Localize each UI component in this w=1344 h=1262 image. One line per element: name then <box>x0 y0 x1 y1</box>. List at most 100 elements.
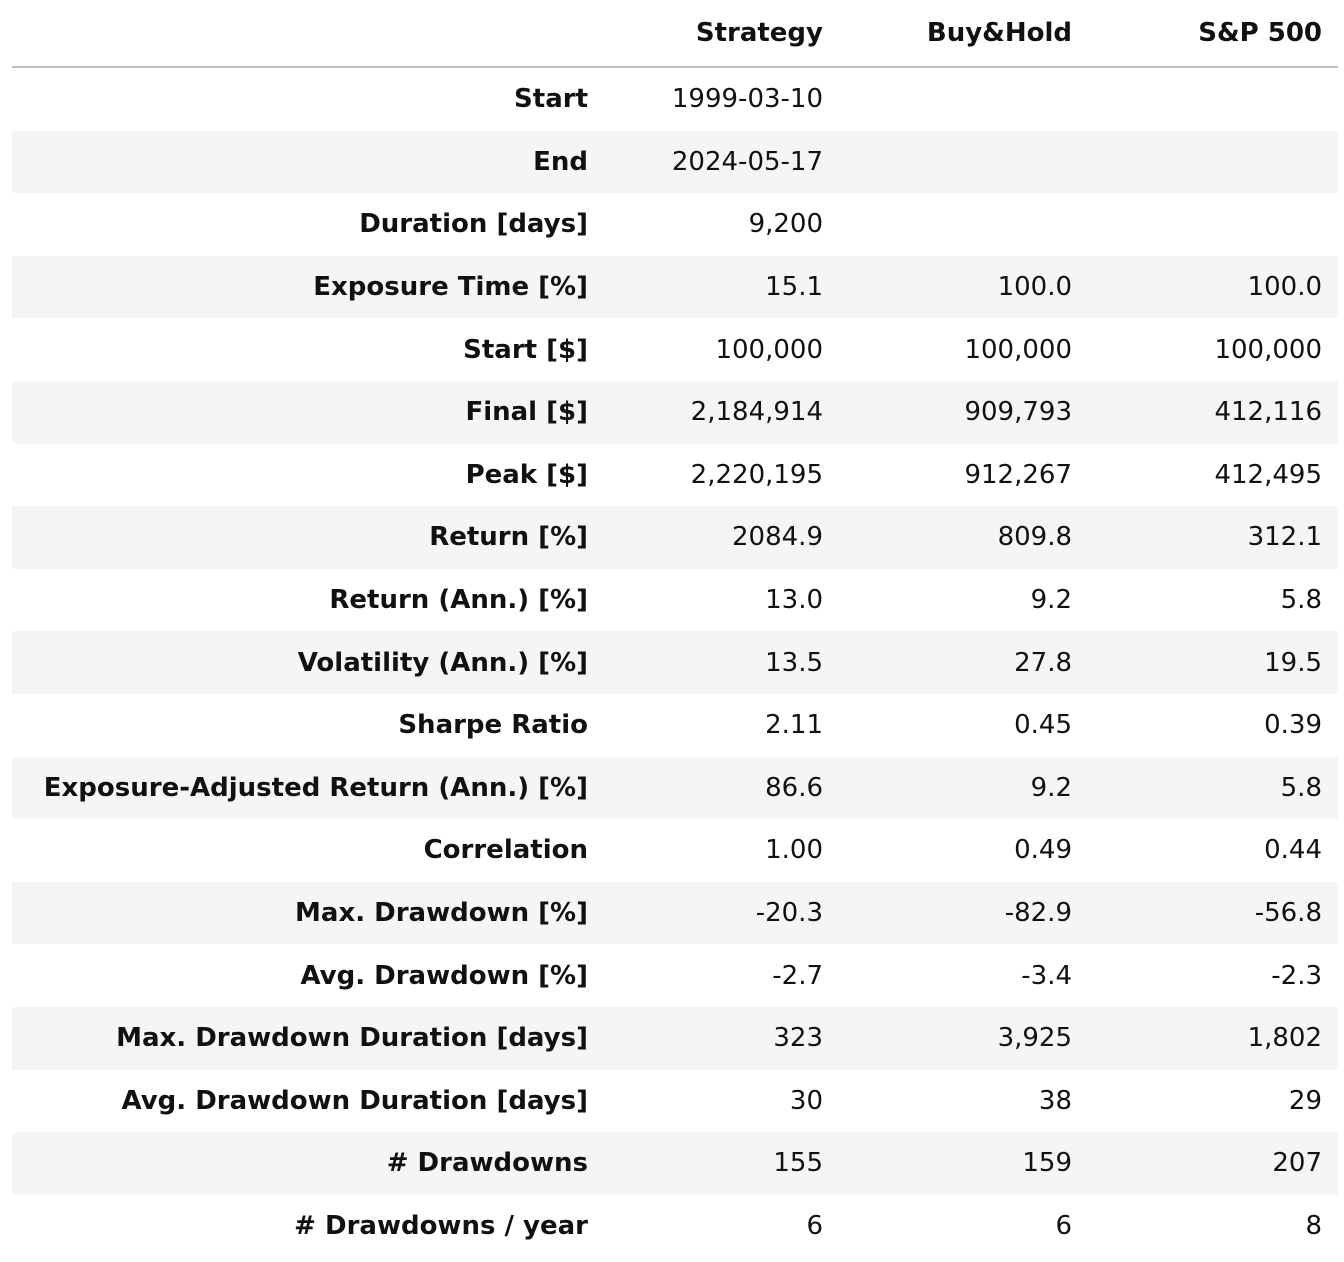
table-cell: -3.4 <box>1021 960 1072 991</box>
table-cell: 86.6 <box>765 772 823 803</box>
table-cell: 2.11 <box>765 710 823 741</box>
header-corner <box>12 0 590 68</box>
table-cell: 207 <box>1272 1148 1322 1179</box>
table-row: Max. Drawdown Duration [days] 323 3,925 1,8… <box>12 1006 1338 1070</box>
row-label: Avg. Drawdown Duration [days] <box>121 1085 588 1116</box>
row-label: Final [$] <box>465 397 588 428</box>
table-cell: 159 <box>1022 1148 1072 1179</box>
table-cell: 0.45 <box>1014 710 1072 741</box>
row-label: # Drawdowns <box>386 1148 588 1179</box>
table-body: Start 1999-03-10 End 2024-05-17 Duration [da… <box>12 67 1338 1257</box>
table-cell: 100.0 <box>1247 272 1322 303</box>
performance-stats-table: Strategy Buy&Hold S&P 500 Start 1999-03-1… <box>12 0 1338 1257</box>
table-row: # Drawdowns / year 6 6 8 <box>12 1195 1338 1258</box>
table-cell: 38 <box>1038 1085 1072 1116</box>
table-cell: 1.00 <box>765 835 823 866</box>
row-label: End <box>533 146 588 177</box>
row-label: Return (Ann.) [%] <box>329 585 588 616</box>
table-cell: 912,267 <box>964 459 1072 490</box>
table-cell: 809.8 <box>997 522 1072 553</box>
table-row: Return (Ann.) [%] 13.0 9.2 5.8 <box>12 569 1338 632</box>
table-row: Avg. Drawdown [%] -2.7 -3.4 -2.3 <box>12 944 1338 1007</box>
row-label: Sharpe Ratio <box>398 710 588 741</box>
table-cell: 2,220,195 <box>690 459 823 490</box>
table-cell: 100,000 <box>964 334 1072 365</box>
row-label: Start <box>514 84 588 115</box>
row-label: Avg. Drawdown [%] <box>300 960 588 991</box>
table-cell: 9.2 <box>1030 772 1072 803</box>
table-cell: 0.49 <box>1014 835 1072 866</box>
row-label: Exposure Time [%] <box>313 272 588 303</box>
header-row: Strategy Buy&Hold S&P 500 <box>12 0 1338 68</box>
table-row: End 2024-05-17 <box>12 130 1338 194</box>
row-label: Exposure-Adjusted Return (Ann.) [%] <box>43 772 588 803</box>
table-row: Volatility (Ann.) [%] 13.5 27.8 19.5 <box>12 631 1338 694</box>
table-cell: 30 <box>789 1085 823 1116</box>
table-header: Strategy Buy&Hold S&P 500 <box>12 0 1338 68</box>
row-label: Start [$] <box>463 334 588 365</box>
table-cell: 323 <box>773 1023 823 1054</box>
table-row: Exposure Time [%] 15.1 100.0 100.0 <box>12 255 1338 319</box>
table-cell: 9,200 <box>748 209 823 240</box>
table-cell <box>1088 67 1338 131</box>
table-row: Final [$] 2,184,914 909,793 412,116 <box>12 380 1338 444</box>
row-label: Correlation <box>423 835 588 866</box>
table-cell: 100,000 <box>715 334 823 365</box>
table-cell: 0.39 <box>1264 710 1322 741</box>
table-cell: 100.0 <box>997 272 1072 303</box>
row-label: Return [%] <box>429 522 588 553</box>
table-row: Avg. Drawdown Duration [days] 30 38 29 <box>12 1070 1338 1133</box>
table-row: Return [%] 2084.9 809.8 312.1 <box>12 506 1338 569</box>
row-label: Max. Drawdown [%] <box>295 898 588 929</box>
table-cell: -20.3 <box>755 898 823 929</box>
table-cell: 2084.9 <box>732 522 823 553</box>
table-cell: 27.8 <box>1014 647 1072 678</box>
stats-table-container: Strategy Buy&Hold S&P 500 Start 1999-03-1… <box>12 0 1338 1257</box>
table-cell: -2.3 <box>1271 960 1322 991</box>
table-row: Duration [days] 9,200 <box>12 193 1338 256</box>
table-cell: 29 <box>1288 1085 1322 1116</box>
table-cell: 9.2 <box>1030 585 1072 616</box>
row-label: Duration [days] <box>359 209 588 240</box>
table-cell: 6 <box>806 1210 823 1241</box>
table-cell: 412,116 <box>1214 397 1322 428</box>
table-cell: -2.7 <box>772 960 823 991</box>
table-cell: 1999-03-10 <box>671 84 823 115</box>
row-label: # Drawdowns / year <box>294 1210 588 1241</box>
table-row: Correlation 1.00 0.49 0.44 <box>12 819 1338 882</box>
table-row: Peak [$] 2,220,195 912,267 412,495 <box>12 444 1338 507</box>
row-label: Peak [$] <box>465 459 588 490</box>
table-cell: -56.8 <box>1254 898 1322 929</box>
column-header-sp500: S&P 500 <box>1088 0 1338 68</box>
table-row: Max. Drawdown [%] -20.3 -82.9 -56.8 <box>12 881 1338 945</box>
table-cell: 0.44 <box>1264 835 1322 866</box>
table-cell: 155 <box>773 1148 823 1179</box>
table-cell: 19.5 <box>1264 647 1322 678</box>
table-cell: 5.8 <box>1280 772 1322 803</box>
table-cell: 312.1 <box>1247 522 1322 553</box>
table-row: # Drawdowns 155 159 207 <box>12 1132 1338 1195</box>
table-cell <box>839 67 1088 131</box>
table-row: Start [$] 100,000 100,000 100,000 <box>12 318 1338 381</box>
table-row: Start 1999-03-10 <box>12 67 1338 131</box>
column-header-strategy: Strategy <box>590 0 839 68</box>
table-cell: 412,495 <box>1214 459 1322 490</box>
table-cell <box>1088 131 1338 194</box>
column-header-buy-hold: Buy&Hold <box>839 0 1088 68</box>
table-cell: 100,000 <box>1214 334 1322 365</box>
table-cell: 15.1 <box>765 272 823 303</box>
table-row: Exposure-Adjusted Return (Ann.) [%] 86.6 9… <box>12 756 1338 820</box>
table-cell: -82.9 <box>1004 898 1072 929</box>
table-cell: 13.0 <box>765 585 823 616</box>
table-cell: 6 <box>1055 1210 1072 1241</box>
table-cell: 3,925 <box>997 1023 1072 1054</box>
table-row: Sharpe Ratio 2.11 0.45 0.39 <box>12 694 1338 757</box>
table-cell: 2024-05-17 <box>671 146 823 177</box>
table-cell: 5.8 <box>1280 585 1322 616</box>
table-cell <box>839 193 1088 256</box>
row-label: Max. Drawdown Duration [days] <box>116 1023 588 1054</box>
table-cell: 8 <box>1305 1210 1322 1241</box>
table-cell: 1,802 <box>1247 1023 1322 1054</box>
row-label: Volatility (Ann.) [%] <box>297 647 588 678</box>
table-cell <box>839 131 1088 194</box>
